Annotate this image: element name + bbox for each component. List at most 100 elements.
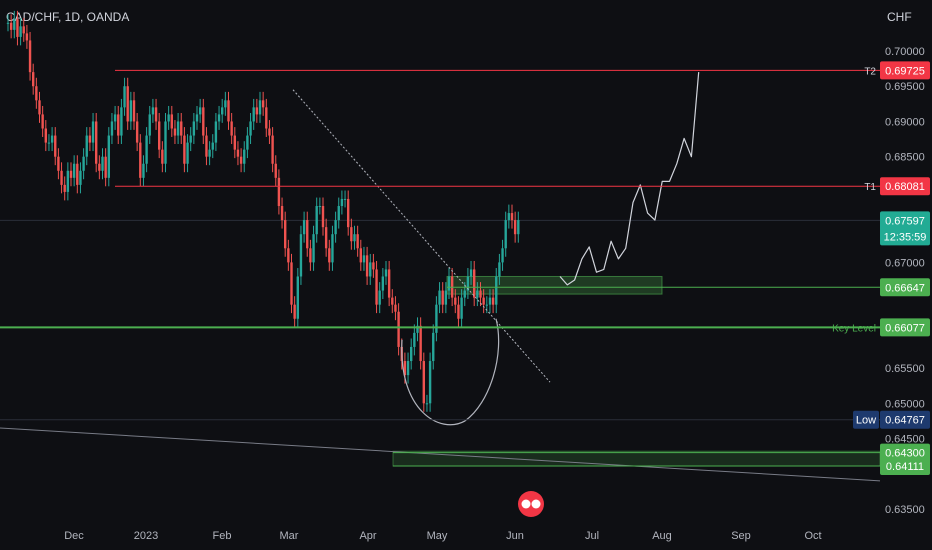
candle-body xyxy=(126,86,129,122)
candle-body xyxy=(104,156,107,178)
x-tick-label: Mar xyxy=(280,530,299,542)
price-badge-text: 0.64767 xyxy=(885,415,925,427)
candle-body xyxy=(378,290,381,305)
candle-body xyxy=(287,248,290,263)
price-badge-text: 0.66647 xyxy=(885,282,925,294)
candle-body xyxy=(306,220,309,249)
candle-body xyxy=(334,220,337,235)
candle-body xyxy=(50,135,54,143)
y-tick-label: 0.69500 xyxy=(885,81,925,93)
y-tick-label: 0.63500 xyxy=(885,504,925,516)
support-zone xyxy=(446,275,663,295)
candle-body xyxy=(365,255,369,277)
candle-body xyxy=(135,121,139,143)
candle-body xyxy=(211,142,214,150)
candle-body xyxy=(495,276,498,305)
logo-dot-right xyxy=(531,499,541,509)
candle-body xyxy=(501,248,504,263)
chart-header-symbol: CAD/CHF, 1D, OANDA xyxy=(6,10,130,24)
candle-body xyxy=(466,276,470,291)
candle-body xyxy=(38,100,41,115)
candle-body xyxy=(158,121,161,150)
zone-layer xyxy=(392,275,881,467)
candle-body xyxy=(170,114,173,129)
candle-body xyxy=(318,206,322,208)
y-tick-label: 0.65000 xyxy=(885,398,925,410)
candle-body xyxy=(416,325,419,333)
candle-body xyxy=(13,19,16,30)
candle-body xyxy=(66,170,70,192)
candle-body xyxy=(192,121,196,136)
candle-body xyxy=(233,135,236,150)
price-badge-text: 0.64300 xyxy=(885,448,925,460)
candle-body xyxy=(195,114,199,122)
candle-layer xyxy=(6,10,520,412)
candle-body xyxy=(41,114,44,129)
x-tick-label: Aug xyxy=(652,530,672,542)
candle-body xyxy=(117,114,120,136)
candle-body xyxy=(403,361,407,376)
candle-body xyxy=(72,163,76,178)
candle-body xyxy=(381,276,385,291)
candle-body xyxy=(88,135,92,143)
candle-body xyxy=(444,290,448,305)
candle-body xyxy=(328,248,331,263)
candle-body xyxy=(394,304,397,312)
price-badge-text: 0.66077 xyxy=(885,322,925,334)
candle-body xyxy=(208,149,211,157)
candle-body xyxy=(290,262,293,305)
lower-support-zone xyxy=(392,450,881,467)
candle-body xyxy=(76,163,79,185)
candle-body xyxy=(274,163,277,178)
candle-body xyxy=(98,163,101,171)
price-badge-text: 0.67597 xyxy=(885,215,925,227)
candle-body xyxy=(25,33,29,41)
candle-body xyxy=(249,121,252,136)
candle-body xyxy=(91,121,95,143)
candle-body xyxy=(236,149,240,157)
y-tick-label: 0.64500 xyxy=(885,434,925,446)
axis-layer: 0.70000 0.69500 0.69000 0.68500 0.67000 0.655… xyxy=(64,46,925,542)
candle-body xyxy=(183,135,186,164)
candle-body xyxy=(142,163,145,178)
x-tick-label: Sep xyxy=(731,530,751,542)
candle-body xyxy=(293,304,296,319)
candle-body xyxy=(239,156,243,164)
candle-body xyxy=(271,135,274,164)
candle-body xyxy=(331,234,334,263)
candle-body xyxy=(151,107,155,115)
x-tick-label: Jun xyxy=(506,530,524,542)
candle-body xyxy=(419,325,422,362)
candle-body xyxy=(284,220,287,249)
candle-body xyxy=(280,206,284,221)
logo-dot-left xyxy=(521,499,531,509)
candle-body xyxy=(246,135,249,150)
candle-body xyxy=(507,213,511,221)
candle-body xyxy=(384,269,388,277)
candle-body xyxy=(132,100,136,122)
candle-body xyxy=(337,206,340,221)
candle-body xyxy=(202,107,205,136)
y-tick-label: 0.70000 xyxy=(885,46,925,58)
candle-body xyxy=(504,220,507,249)
candle-body xyxy=(362,255,366,263)
candle-body xyxy=(513,220,517,235)
candle-body xyxy=(299,234,303,277)
candle-body xyxy=(243,149,246,164)
currency-label: CHF xyxy=(887,10,912,24)
candle-body xyxy=(476,290,479,298)
candle-body xyxy=(224,100,227,108)
candle-body xyxy=(491,297,495,305)
price-badge xyxy=(880,211,930,246)
candle-body xyxy=(265,107,268,129)
candle-body xyxy=(463,290,466,298)
candle-body xyxy=(460,297,463,319)
candle-body xyxy=(9,22,13,30)
candle-body xyxy=(410,346,413,362)
candle-body xyxy=(356,234,359,249)
candle-body xyxy=(340,198,344,207)
candle-body xyxy=(498,262,501,277)
candle-body xyxy=(353,234,356,242)
candle-body xyxy=(180,121,183,136)
